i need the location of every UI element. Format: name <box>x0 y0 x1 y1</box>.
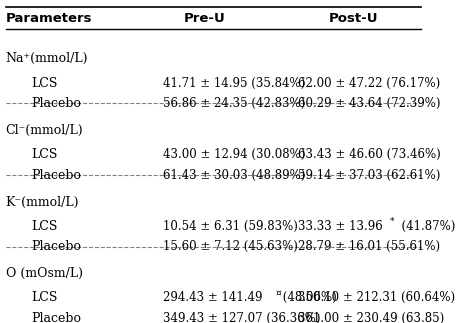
Text: 56.86 ± 24.35 (42.83%): 56.86 ± 24.35 (42.83%) <box>163 97 305 110</box>
Text: Placebo: Placebo <box>31 169 81 182</box>
Text: Pre-U: Pre-U <box>184 12 226 26</box>
Text: 10.54 ± 6.31 (59.83%): 10.54 ± 6.31 (59.83%) <box>163 220 298 233</box>
Text: Parameters: Parameters <box>6 12 92 26</box>
Text: 62.00 ± 47.22 (76.17%): 62.00 ± 47.22 (76.17%) <box>299 77 441 89</box>
Text: LCS: LCS <box>31 220 57 233</box>
Text: 33.33 ± 13.96: 33.33 ± 13.96 <box>299 220 383 233</box>
Text: 350.10 ± 212.31 (60.64%): 350.10 ± 212.31 (60.64%) <box>299 291 456 304</box>
Text: K⁻(mmol/L): K⁻(mmol/L) <box>6 195 79 209</box>
Text: O (mOsm/L): O (mOsm/L) <box>6 267 82 280</box>
Text: 15.60 ± 7.12 (45.63%): 15.60 ± 7.12 (45.63%) <box>163 240 298 254</box>
Text: LCS: LCS <box>31 291 57 304</box>
Text: 43.00 ± 12.94 (30.08%): 43.00 ± 12.94 (30.08%) <box>163 148 305 161</box>
Text: Placebo: Placebo <box>31 240 81 254</box>
Text: Placebo: Placebo <box>31 97 81 110</box>
Text: LCS: LCS <box>31 148 57 161</box>
Text: LCS: LCS <box>31 77 57 89</box>
Text: 28.79 ± 16.01 (55.61%): 28.79 ± 16.01 (55.61%) <box>299 240 440 254</box>
Text: 63.43 ± 46.60 (73.46%): 63.43 ± 46.60 (73.46%) <box>299 148 441 161</box>
Text: (48.06%): (48.06%) <box>279 291 337 304</box>
Text: 361.00 ± 230.49 (63.85): 361.00 ± 230.49 (63.85) <box>299 312 445 323</box>
Text: *: * <box>390 216 394 225</box>
Text: ¤: ¤ <box>275 288 281 297</box>
Text: Post-U: Post-U <box>329 12 378 26</box>
Text: (41.87%): (41.87%) <box>394 220 455 233</box>
Text: 41.71 ± 14.95 (35.84%): 41.71 ± 14.95 (35.84%) <box>163 77 305 89</box>
Text: Cl⁻(mmol/L): Cl⁻(mmol/L) <box>6 124 83 137</box>
Text: Placebo: Placebo <box>31 312 81 323</box>
Text: 61.43 ± 30.03 (48.89%): 61.43 ± 30.03 (48.89%) <box>163 169 305 182</box>
Text: 294.43 ± 141.49: 294.43 ± 141.49 <box>163 291 262 304</box>
Text: 59.14 ± 37.03 (62.61%): 59.14 ± 37.03 (62.61%) <box>299 169 441 182</box>
Text: Na⁺(mmol/L): Na⁺(mmol/L) <box>6 52 88 65</box>
Text: 349.43 ± 127.07 (36.36%): 349.43 ± 127.07 (36.36%) <box>163 312 320 323</box>
Text: 60.29 ± 43.64 (72.39%): 60.29 ± 43.64 (72.39%) <box>299 97 441 110</box>
